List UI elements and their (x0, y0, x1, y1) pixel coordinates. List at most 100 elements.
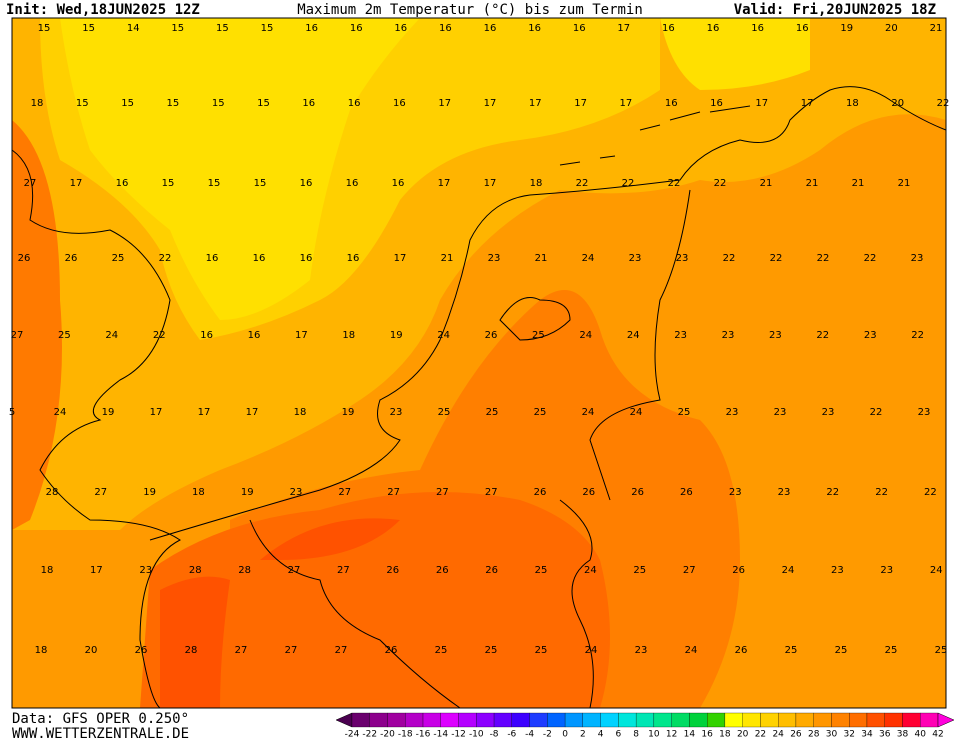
temperature-value: 22 (864, 253, 877, 264)
temperature-value: 16 (393, 98, 406, 109)
field-26 (140, 492, 610, 708)
temperature-value: 26 (732, 565, 745, 576)
colorbar-label: 36 (879, 730, 891, 740)
temperature-value: 16 (116, 178, 129, 189)
colorbar-label: -10 (469, 730, 484, 740)
temperature-value: 23 (139, 565, 152, 576)
temperature-value: 25 (678, 407, 691, 418)
temperature-value: 15 (171, 23, 184, 34)
temperature-value: 16 (392, 178, 405, 189)
temperature-value: 16 (206, 253, 219, 264)
temperature-value: 22 (870, 407, 883, 418)
colorbar-swatch (618, 712, 637, 728)
temperature-value: 24 (584, 565, 597, 576)
temperature-value: 20 (891, 98, 904, 109)
colorbar-swatch (635, 712, 655, 728)
temperature-value: 27 (485, 487, 498, 498)
temperature-value: 28 (189, 565, 202, 576)
temperature-value: 23 (635, 645, 648, 656)
temperature-value: 27 (285, 645, 298, 656)
colorbar-label: 10 (648, 730, 660, 740)
temperature-value: 15 (212, 98, 225, 109)
colorbar-label: 40 (915, 730, 927, 740)
temperature-value: 16 (662, 23, 675, 34)
colorbar-label: 24 (772, 730, 784, 740)
temperature-value: 16 (528, 23, 541, 34)
colorbar-label: -8 (490, 730, 499, 740)
temperature-value: 22 (622, 178, 635, 189)
temperature-value: 16 (394, 23, 407, 34)
temperature-value: 17 (246, 407, 259, 418)
temperature-value: 18 (294, 407, 307, 418)
temperature-value: 27 (335, 645, 348, 656)
colorbar-swatch (387, 712, 406, 728)
temperature-value: 19 (342, 407, 355, 418)
temperature-value: 27 (436, 487, 449, 498)
temperature-value: 24 (585, 645, 598, 656)
temperature-value: 15 (76, 98, 89, 109)
temperature-value: 27 (288, 565, 301, 576)
temperature-value: 17 (529, 98, 542, 109)
temperature-value: 26 (18, 253, 31, 264)
colorbar-label: 30 (826, 730, 838, 740)
temperature-value: 17 (70, 178, 83, 189)
temperature-value: 17 (574, 98, 587, 109)
temperature-value: 26 (735, 645, 748, 656)
temperature-value: 24 (105, 330, 118, 341)
temperature-value: 27 (337, 565, 350, 576)
temperature-value: 17 (150, 407, 163, 418)
colorbar-label: 20 (737, 730, 749, 740)
temperature-value: 26 (582, 487, 595, 498)
colorbar-label: -24 (345, 730, 360, 740)
temperature-value: 22 (576, 178, 589, 189)
colorbar-label: -2 (543, 730, 552, 740)
colorbar-label: 38 (897, 730, 909, 740)
temperature-value: 22 (668, 178, 681, 189)
borders (249, 189, 691, 709)
temperature-value: 16 (302, 98, 315, 109)
islands (559, 105, 751, 166)
temperature-value: 25 (112, 253, 125, 264)
website: WWW.WETTERZENTRALE.DE (12, 726, 189, 741)
temperature-value: 15 (254, 178, 267, 189)
colorbar-swatch (707, 712, 726, 728)
temperature-value: 24 (582, 253, 595, 264)
temperature-value: 22 (714, 178, 727, 189)
temperature-value: 16 (707, 23, 720, 34)
temperature-value: 25 (58, 330, 71, 341)
temperature-value: 22 (817, 253, 830, 264)
colorbar-label: -16 (416, 730, 431, 740)
grid-values: 15 15 14 15 15 15 16 16 16 16 16 16 16 17 16 16 16 16 19 20… (9, 23, 950, 656)
temperature-value: 16 (300, 178, 313, 189)
temperature-value: 19 (143, 487, 156, 498)
temperature-value: 21 (852, 178, 865, 189)
temperature-value: 25 (534, 407, 547, 418)
temperature-value: 23 (290, 487, 303, 498)
temperature-value: 16 (350, 23, 363, 34)
temperature-value: 15 (82, 23, 95, 34)
temperature-value: 17 (755, 98, 768, 109)
field-16 (60, 18, 420, 320)
colorbar-label: -4 (525, 730, 534, 740)
colorbar-label: 18 (719, 730, 731, 740)
temperature-value: 24 (582, 407, 595, 418)
temperature-value: 24 (685, 645, 698, 656)
colorbar-swatch (831, 712, 850, 728)
colorbar-swatch (440, 712, 459, 728)
temperature-value: 28 (238, 565, 251, 576)
colorbar-swatch (529, 712, 548, 728)
temperature-value: 27 (338, 487, 351, 498)
colorbar-swatch (582, 712, 601, 728)
temperature-value: 26 (534, 487, 547, 498)
temperature-value: 15 (257, 98, 270, 109)
temperature-value: 25 (535, 645, 548, 656)
temperature-value: 17 (438, 178, 451, 189)
temperature-value: 18 (31, 98, 44, 109)
temperature-value: 19 (840, 23, 853, 34)
temperature-value: 17 (295, 330, 308, 341)
temperature-value: 15 (261, 23, 274, 34)
colorbar-label: 0 (562, 730, 568, 740)
temperature-value: 17 (620, 98, 633, 109)
temperature-value: 25 (835, 645, 848, 656)
